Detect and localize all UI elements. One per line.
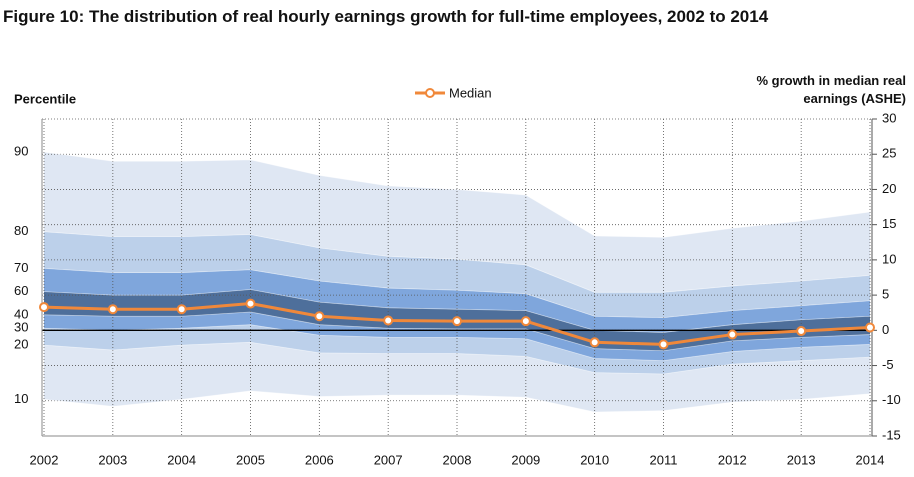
percentile-label: 20 bbox=[14, 337, 28, 352]
band-boundary bbox=[43, 151, 871, 238]
chart-title: Figure 10: The distribution of real hour… bbox=[3, 7, 769, 26]
median-marker bbox=[589, 337, 600, 348]
y-tick-label: 25 bbox=[882, 146, 896, 161]
y-tick-label: -10 bbox=[882, 392, 901, 407]
band-boundary bbox=[43, 267, 871, 319]
band-boundary bbox=[43, 341, 871, 375]
band-boundary bbox=[43, 231, 871, 293]
percentile-label: 30 bbox=[14, 320, 28, 335]
x-tick-label: 2002 bbox=[30, 452, 59, 467]
band-boundary bbox=[43, 311, 871, 352]
median-marker bbox=[865, 322, 875, 333]
band-boundary bbox=[43, 289, 871, 333]
x-tick-label: 2004 bbox=[167, 452, 196, 467]
y-tick-label: 30 bbox=[882, 110, 896, 125]
x-tick-label: 2007 bbox=[374, 452, 403, 467]
median-marker bbox=[39, 302, 49, 313]
legend-marker bbox=[425, 88, 435, 98]
y-tick-label: 5 bbox=[882, 287, 889, 302]
legend-label: Median bbox=[449, 85, 492, 100]
percentile-label: 10 bbox=[14, 391, 28, 406]
x-tick-label: 2006 bbox=[305, 452, 334, 467]
y-tick-label: 0 bbox=[882, 322, 889, 337]
band-fill bbox=[44, 312, 870, 361]
x-tick-label: 2013 bbox=[787, 452, 816, 467]
median-marker bbox=[520, 316, 531, 327]
x-tick-label: 2003 bbox=[98, 452, 127, 467]
median-marker bbox=[658, 339, 669, 350]
x-tick-label: 2005 bbox=[236, 452, 265, 467]
y-tick-label: -15 bbox=[882, 427, 901, 442]
median-marker bbox=[383, 315, 394, 326]
x-tick-label: 2014 bbox=[856, 452, 885, 467]
right-axis-title: % growth in median real earnings (ASHE) bbox=[756, 73, 906, 106]
band-boundary bbox=[43, 324, 871, 362]
median-marker bbox=[727, 329, 738, 340]
x-tick-label: 2010 bbox=[580, 452, 609, 467]
percentile-label: 60 bbox=[14, 283, 28, 298]
left-axis-title: Percentile bbox=[14, 91, 76, 106]
median-marker bbox=[245, 298, 256, 309]
x-tick-label: 2009 bbox=[511, 452, 540, 467]
median-marker bbox=[107, 304, 118, 315]
y-tick-label: 10 bbox=[882, 251, 896, 266]
median-marker bbox=[314, 311, 325, 322]
y-tick-label: 15 bbox=[882, 216, 896, 231]
x-tick-label: 2008 bbox=[443, 452, 472, 467]
percentile-label: 90 bbox=[14, 144, 28, 159]
percentile-label: 70 bbox=[14, 260, 28, 275]
median-marker bbox=[796, 326, 807, 337]
band-boundary bbox=[43, 390, 871, 413]
percentile-label: 80 bbox=[14, 223, 28, 238]
median-marker bbox=[176, 304, 187, 315]
y-tick-label: -5 bbox=[882, 357, 894, 372]
median-marker bbox=[452, 316, 462, 327]
band-fill bbox=[44, 324, 870, 375]
x-tick-label: 2011 bbox=[650, 452, 678, 467]
percentile-label: 40 bbox=[14, 306, 28, 321]
x-tick-label: 2012 bbox=[718, 452, 747, 467]
y-tick-label: 20 bbox=[882, 181, 896, 196]
